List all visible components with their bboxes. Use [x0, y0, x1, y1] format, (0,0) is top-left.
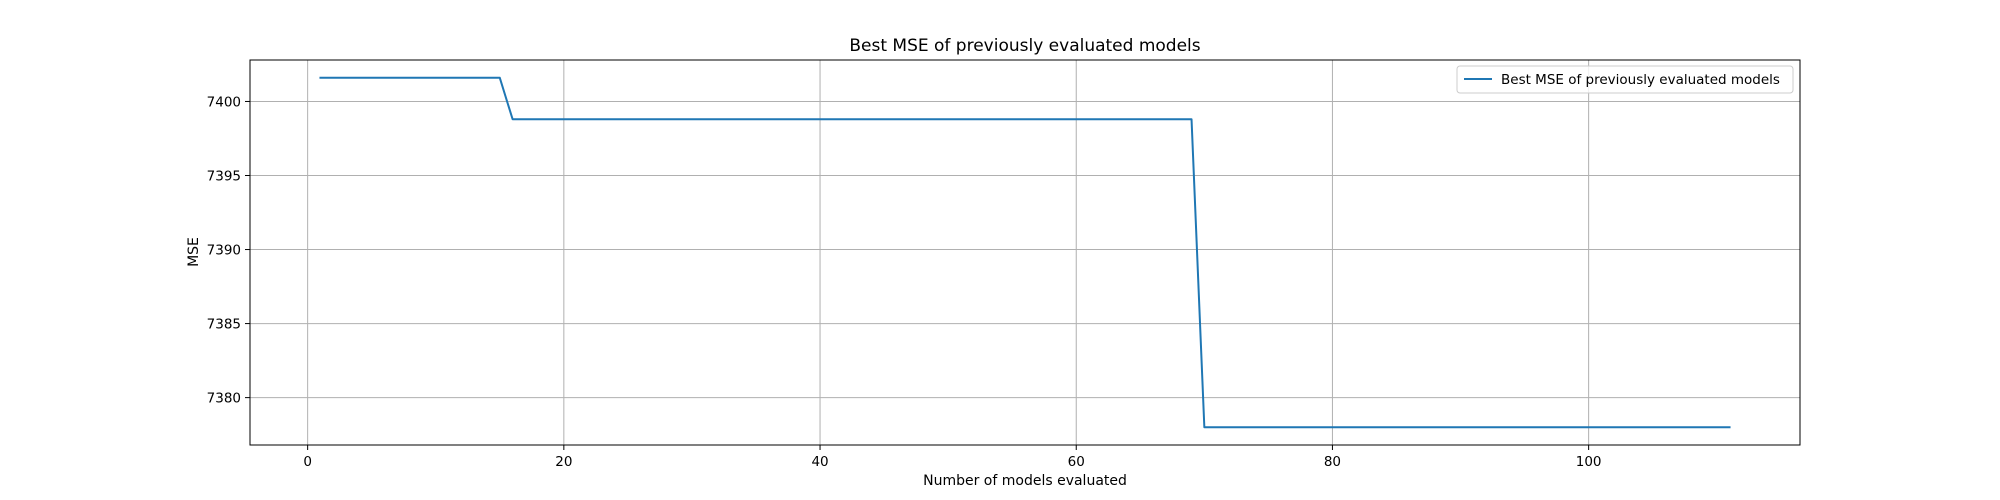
x-tick-label: 60 — [1068, 454, 1085, 470]
y-tick-label: 7380 — [207, 391, 241, 407]
x-tick-label: 0 — [303, 454, 312, 470]
grid-layer — [250, 60, 1800, 445]
y-axis-ticks: 7380 7385 7390 7395 7400 — [207, 94, 250, 407]
x-tick-label: 40 — [811, 454, 828, 470]
y-axis-label: MSE — [186, 237, 202, 267]
x-axis-ticks: 0 20 40 60 80 100 — [303, 445, 1602, 470]
x-axis-label: Number of models evaluated — [923, 473, 1127, 489]
chart-title: Best MSE of previously evaluated models — [849, 36, 1200, 56]
series-line — [319, 76, 1731, 429]
x-tick-label: 100 — [1576, 454, 1602, 470]
legend: Best MSE of previously evaluated models — [1456, 65, 1794, 94]
y-tick-label: 7400 — [207, 94, 241, 110]
legend-box — [1456, 65, 1794, 94]
axes-frame — [249, 59, 1801, 446]
x-tick-label: 20 — [555, 454, 572, 470]
x-tick-label: 80 — [1324, 454, 1341, 470]
y-tick-label: 7390 — [207, 243, 241, 259]
y-tick-label: 7385 — [207, 317, 241, 333]
y-tick-label: 7395 — [207, 169, 241, 185]
legend-label: Best MSE of previously evaluated models — [1501, 72, 1780, 88]
plot-area — [250, 60, 1800, 445]
series-layer — [319, 76, 1731, 429]
